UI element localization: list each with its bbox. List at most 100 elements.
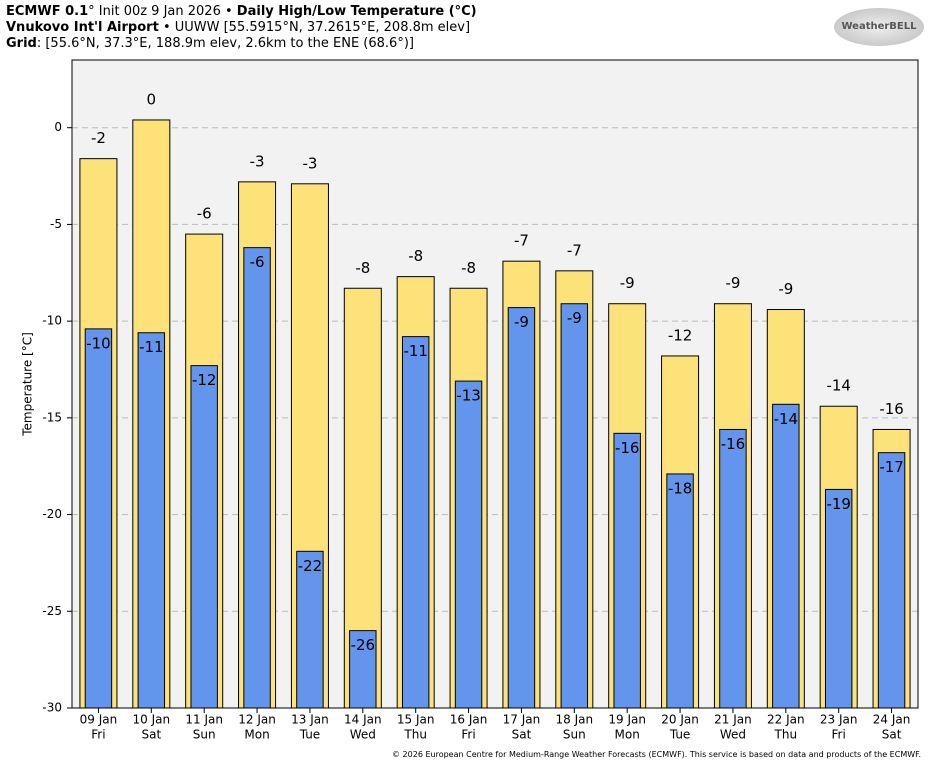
x-tick-label: 17 Jan [503,713,541,727]
x-tick-weekday: Wed [350,728,376,742]
x-tick-label: 24 Jan [873,713,911,727]
value-label: -22 [298,557,323,575]
bar [613,432,641,709]
value-label: -13 [456,387,481,405]
value-label: -11 [139,338,164,356]
value-label: -2 [91,129,106,147]
x-tick-weekday: Thu [403,728,427,742]
value-label: -14 [826,377,851,395]
value-label: 0 [147,90,157,108]
y-tick-label: -25 [42,604,62,618]
bar [190,365,218,709]
bar [454,380,483,709]
x-tick-label: 18 Jan [556,713,594,727]
y-tick-label: -5 [50,217,62,231]
x-tick-weekday: Tue [299,728,321,742]
value-label: -3 [250,152,265,170]
value-label: -16 [721,435,746,453]
x-tick-weekday: Mon [244,728,269,742]
station-info: • UUWW [55.5915°N, 37.2615°E, 208.8m ele… [162,20,471,35]
value-label: -17 [879,458,904,476]
y-axis-label: Temperature [°C] [21,332,35,437]
x-tick-weekday: Sat [882,728,902,742]
x-tick-weekday: Fri [461,728,475,742]
value-label: -9 [620,274,635,292]
value-label: -9 [567,309,582,327]
value-label: -26 [351,636,376,654]
value-label: -9 [514,313,529,331]
x-tick-weekday: Fri [832,728,846,742]
bar [243,247,271,709]
value-label: -16 [879,400,904,418]
bar [349,630,377,709]
value-label: -16 [615,439,640,457]
bar [507,307,536,709]
product: Daily High/Low Temperature (°C) [236,4,477,19]
x-tick-label: 21 Jan [714,713,752,727]
bar [877,452,906,709]
init: ° Init 00z 9 Jan 2026 • [88,4,233,19]
y-tick-label: -10 [42,314,62,328]
y-tick-label: 0 [54,120,62,134]
bar [137,332,166,709]
value-label: -8 [355,259,370,277]
logo: WeatherBELL [834,8,924,46]
value-label: -10 [86,334,111,352]
plot-frame [71,59,919,709]
value-label: -6 [250,253,265,271]
value-label: -7 [567,241,582,259]
x-tick-label: 11 Jan [185,713,223,727]
value-label: -3 [302,154,317,172]
x-tick-label: 09 Jan [80,713,118,727]
x-tick-weekday: Mon [615,728,640,742]
header: ECMWF 0.1° Init 00z 9 Jan 2026 • Daily H… [6,4,477,52]
footer: © 2026 European Centre for Medium-Range … [392,750,921,759]
value-label: -14 [774,410,799,428]
value-label: -12 [668,326,693,344]
x-tick-label: 12 Jan [238,713,276,727]
value-label: -9 [778,280,793,298]
x-tick-weekday: Tue [669,728,691,742]
x-tick-weekday: Sun [563,728,586,742]
y-tick-label: -15 [42,410,62,424]
grid-label: Grid [6,36,37,51]
bar [772,403,800,709]
bar [719,428,747,709]
bar [560,303,589,709]
value-label: -9 [725,274,740,292]
x-tick-weekday: Sun [193,728,216,742]
model: ECMWF 0.1 [6,4,89,19]
x-tick-label: 20 Jan [661,713,699,727]
y-tick-label: -30 [42,701,62,715]
value-label: -8 [461,259,476,277]
x-tick-weekday: Sat [141,728,161,742]
bar [401,336,430,709]
x-tick-weekday: Fri [91,728,105,742]
x-tick-label: 13 Jan [291,713,329,727]
x-tick-label: 15 Jan [397,713,435,727]
value-label: -6 [197,205,212,223]
x-tick-label: 16 Jan [450,713,488,727]
x-tick-weekday: Sat [512,728,532,742]
y-tick-label: -20 [42,507,62,521]
value-label: -11 [403,342,428,360]
bar [666,473,694,709]
bar [824,488,853,709]
station: Vnukovo Int'l Airport [6,20,159,35]
value-label: -19 [826,495,851,513]
grid-info: : [55.6°N, 37.3°E, 188.9m elev, 2.6km to… [36,36,414,51]
value-label: -8 [408,247,423,265]
x-tick-weekday: Thu [774,728,798,742]
bar [84,328,113,709]
x-tick-label: 23 Jan [820,713,858,727]
x-tick-label: 19 Jan [608,713,646,727]
x-tick-weekday: Wed [720,728,746,742]
x-tick-label: 14 Jan [344,713,382,727]
value-label: -18 [668,479,693,497]
x-tick-label: 10 Jan [133,713,171,727]
x-tick-label: 22 Jan [767,713,805,727]
value-label: -12 [192,371,217,389]
value-label: -7 [514,232,529,250]
